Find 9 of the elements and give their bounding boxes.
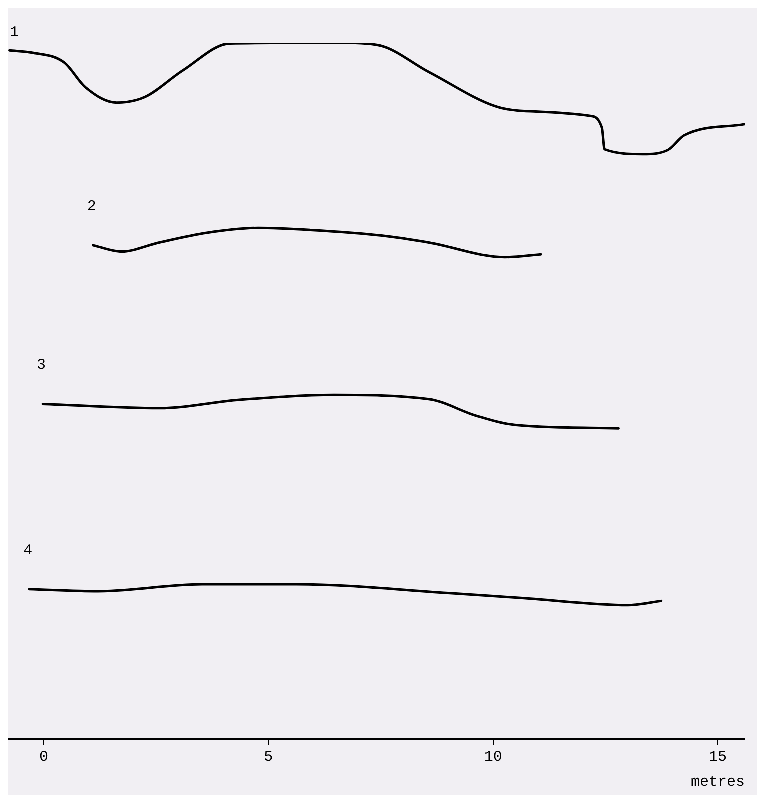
x-axis-title: metres [690, 774, 745, 791]
x-tick-label: 10 [484, 748, 502, 766]
text: 4 [24, 542, 33, 560]
x-tick-label: 0 [39, 748, 48, 766]
x-tick-label: 15 [709, 748, 728, 766]
text: 2 [87, 198, 96, 216]
text: 3 [37, 357, 46, 374]
series-label: 1 [10, 24, 20, 42]
x-tick-label: 5 [264, 748, 274, 766]
